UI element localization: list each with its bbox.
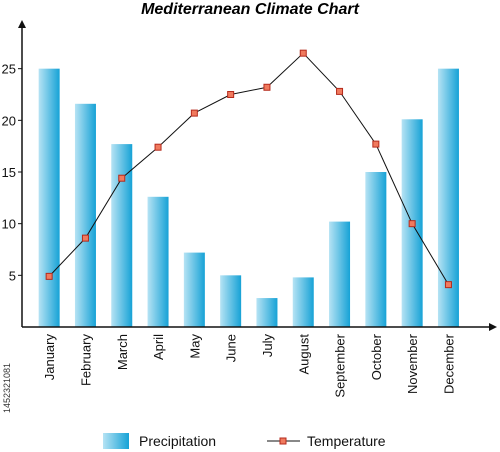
legend-label-precipitation: Precipitation	[139, 433, 216, 449]
legend-label-temperature: Temperature	[307, 433, 386, 449]
precipitation-bar-july	[256, 298, 278, 327]
temperature-point-june	[227, 91, 235, 98]
legend-swatch-temperature-marker	[279, 437, 287, 445]
precipitation-bar-december	[437, 68, 459, 328]
legend: Precipitation Temperature	[103, 433, 386, 449]
temperature-line	[48, 52, 449, 285]
temperature-point-february	[81, 234, 89, 242]
y-tick-label-5: 5	[9, 268, 16, 283]
temperature-point-july	[263, 83, 271, 91]
precipitation-bar-august	[292, 277, 314, 327]
temperature-line-layer	[45, 49, 452, 289]
temperature-point-december	[444, 281, 452, 289]
temperature-point-march	[118, 174, 126, 182]
x-tick-label-april: April	[151, 334, 166, 360]
y-tick-label-15: 15	[2, 165, 16, 180]
x-tick-label-june: June	[224, 334, 239, 362]
precipitation-bar-february	[74, 103, 96, 327]
bars-layer	[38, 68, 459, 328]
temperature-point-may	[190, 109, 198, 117]
axes-layer: 5 10 15 20 25 January February March April May Jun…	[2, 20, 497, 398]
precipitation-bar-may	[183, 252, 205, 327]
precipitation-bar-june	[220, 275, 242, 327]
temperature-point-september	[336, 87, 344, 95]
x-tick-label-october: October	[369, 333, 384, 380]
chart-title: Mediterranean Climate Chart	[141, 1, 360, 18]
temperature-point-october	[372, 140, 380, 148]
temperature-point-august	[299, 49, 307, 57]
precipitation-bar-january	[38, 68, 60, 328]
temperature-point-january	[45, 272, 53, 280]
legend-swatch-precipitation	[103, 433, 129, 449]
x-tick-label-december: December	[441, 333, 456, 394]
x-tick-label-march: March	[115, 334, 130, 370]
precipitation-bar-september	[329, 221, 351, 327]
y-tick-label-20: 20	[2, 113, 16, 128]
side-code-text: 1452321081	[2, 362, 12, 413]
x-tick-label-july: July	[260, 334, 275, 358]
x-tick-label-november: November	[405, 333, 420, 394]
y-tick-label-25: 25	[2, 62, 16, 77]
x-tick-label-february: February	[78, 334, 93, 387]
y-axis-arrow	[18, 20, 26, 28]
y-tick-label-10: 10	[2, 217, 16, 232]
precipitation-bar-march	[111, 144, 133, 327]
temperature-point-november	[408, 220, 416, 228]
precipitation-bar-october	[365, 172, 387, 327]
x-tick-label-august: August	[296, 334, 311, 375]
x-axis-arrow	[489, 323, 497, 331]
x-tick-label-may: May	[187, 334, 202, 359]
x-tick-label-september: September	[333, 333, 348, 397]
x-tick-label-january: January	[42, 334, 57, 381]
precipitation-bar-april	[147, 196, 169, 327]
temperature-point-april	[154, 143, 162, 151]
